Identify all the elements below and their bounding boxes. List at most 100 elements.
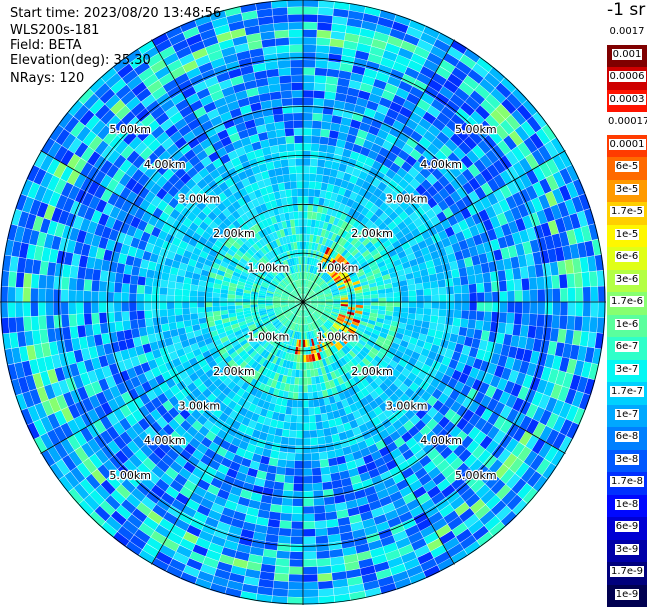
beta-gate: [46, 315, 55, 329]
beta-gate: [431, 168, 444, 181]
beta-gate: [371, 39, 387, 50]
beta-gate: [232, 220, 241, 229]
beta-gate: [470, 478, 485, 493]
beta-gate: [422, 111, 437, 125]
beta-gate: [242, 302, 250, 306]
beta-gate: [144, 293, 152, 302]
beta-gate: [312, 467, 322, 476]
beta-gate: [208, 346, 218, 355]
beta-gate: [84, 359, 95, 373]
beta-gate: [260, 31, 275, 41]
beta-gate: [374, 377, 384, 386]
beta-gate: [358, 339, 367, 347]
beta-gate: [449, 425, 462, 439]
beta-gate: [94, 185, 106, 199]
beta-gate: [338, 163, 348, 173]
beta-gate: [126, 191, 138, 204]
colorbar-cell: 6e-6: [607, 247, 647, 270]
beta-gate: [340, 357, 348, 366]
beta-gate: [130, 237, 141, 249]
beta-gate: [141, 496, 157, 511]
beta-gate: [137, 353, 148, 365]
beta-gate: [364, 485, 377, 497]
beta-gate: [290, 293, 297, 298]
beta-gate: [290, 353, 295, 362]
beta-gate: [274, 474, 285, 483]
colorbar-tick-label: 1.7e-7: [609, 386, 645, 397]
beta-gate: [175, 99, 190, 112]
beta-gate: [98, 378, 110, 392]
beta-gate: [131, 169, 144, 182]
beta-gate: [212, 140, 224, 152]
beta-gate: [283, 318, 289, 326]
beta-gate: [314, 67, 328, 76]
beta-gate: [257, 398, 265, 408]
beta-gate: [236, 387, 246, 397]
beta-gate: [277, 284, 285, 290]
beta-gate: [432, 472, 446, 486]
beta-gate: [108, 229, 119, 242]
beta-gate: [203, 173, 214, 185]
beta-gate: [310, 300, 318, 302]
beta-gate: [422, 479, 437, 493]
beta-gate: [68, 404, 81, 419]
beta-gate: [455, 160, 468, 173]
beta-gate: [33, 168, 47, 185]
beta-gate: [310, 302, 318, 304]
beta-gate: [532, 406, 545, 422]
beta-gate: [313, 321, 318, 329]
beta-gate: [25, 213, 37, 230]
beta-gate: [356, 129, 368, 140]
beta-gate: [517, 386, 529, 401]
beta-gate: [156, 175, 168, 188]
beta-gate: [101, 145, 115, 160]
beta-gate: [332, 324, 340, 331]
colorbar-cell: 1.7e-8: [607, 472, 647, 495]
beta-gate: [393, 409, 405, 420]
beta-gate: [167, 308, 175, 317]
beta-gate: [461, 302, 470, 311]
beta-gate: [398, 383, 409, 393]
beta-gate: [460, 122, 474, 136]
beta-gate: [298, 279, 301, 288]
beta-gate: [385, 351, 395, 360]
beta-gate: [193, 267, 203, 275]
colorbar-tick-label: 0.001: [611, 48, 643, 60]
beta-gate: [289, 266, 294, 274]
beta-gate: [493, 401, 506, 416]
beta-gate: [347, 576, 363, 586]
beta-gate: [261, 424, 270, 434]
beta-gate: [458, 81, 474, 96]
beta-gate: [248, 499, 261, 510]
beta-gate: [202, 409, 213, 420]
beta-gate: [182, 302, 190, 309]
beta-gate: [248, 95, 261, 105]
beta-gate: [131, 266, 140, 276]
beta-gate: [458, 239, 469, 251]
beta-gate: [53, 315, 62, 329]
beta-gate: [399, 403, 410, 415]
beta-gate: [409, 571, 427, 585]
beta-gate: [277, 221, 284, 230]
beta-gate: [303, 226, 307, 234]
beta-gate: [358, 274, 367, 281]
beta-gate: [423, 288, 432, 296]
beta-gate: [475, 484, 491, 499]
beta-gate: [139, 199, 151, 212]
beta-gate: [330, 312, 338, 318]
beta-gate: [313, 275, 318, 283]
beta-gate: [453, 285, 462, 294]
beta-gate: [228, 371, 238, 381]
beta-gate: [310, 303, 318, 306]
beta-gate: [248, 403, 257, 413]
beta-gate: [95, 247, 106, 260]
beta-gate: [434, 150, 448, 163]
beta-gate: [430, 544, 447, 558]
beta-gate: [170, 329, 179, 338]
beta-gate: [296, 423, 303, 431]
beta-gate: [442, 433, 455, 447]
beta-gate: [377, 260, 386, 268]
beta-gate: [212, 435, 224, 446]
beta-gate: [365, 393, 374, 404]
beta-gate: [310, 257, 315, 266]
